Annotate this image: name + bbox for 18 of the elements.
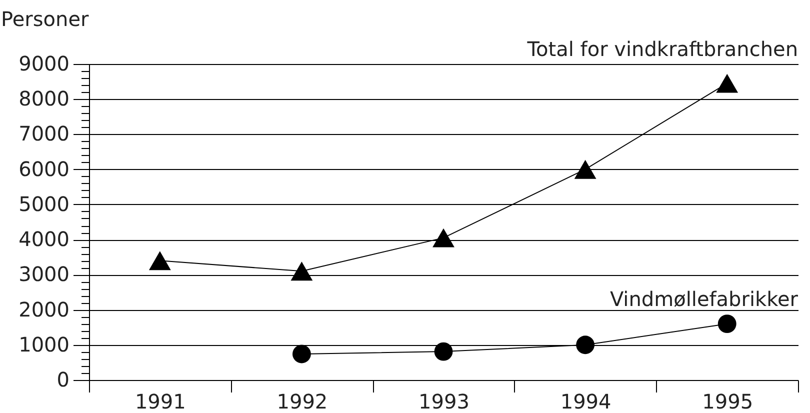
y-axis-title: Personer (1, 7, 90, 31)
y-tick-label: 6000 (18, 156, 70, 181)
x-tick-label: 1992 (276, 390, 328, 413)
text: Total for vindkraftbranchen (526, 37, 798, 61)
y-tick-label: 0 (56, 368, 70, 392)
x-tick-label: 1995 (702, 390, 754, 413)
y-tick-label: 2000 (18, 297, 70, 322)
y-tick-label: 4000 (18, 227, 70, 252)
x-tick-label: 1991 (134, 390, 186, 413)
series-label: Vindmøllefabrikker (610, 286, 799, 311)
y-tick-label: 5000 (18, 192, 70, 216)
y-tick-label: 8000 (18, 86, 70, 111)
y-tick-label: 3000 (18, 262, 70, 286)
y-tick-label: 1000 (18, 332, 70, 356)
y-tick-label: 7000 (18, 122, 70, 146)
y-tick-label: 9000 (18, 52, 70, 76)
x-tick-label: 1994 (560, 390, 612, 413)
x-tick-label: 1993 (418, 390, 470, 413)
